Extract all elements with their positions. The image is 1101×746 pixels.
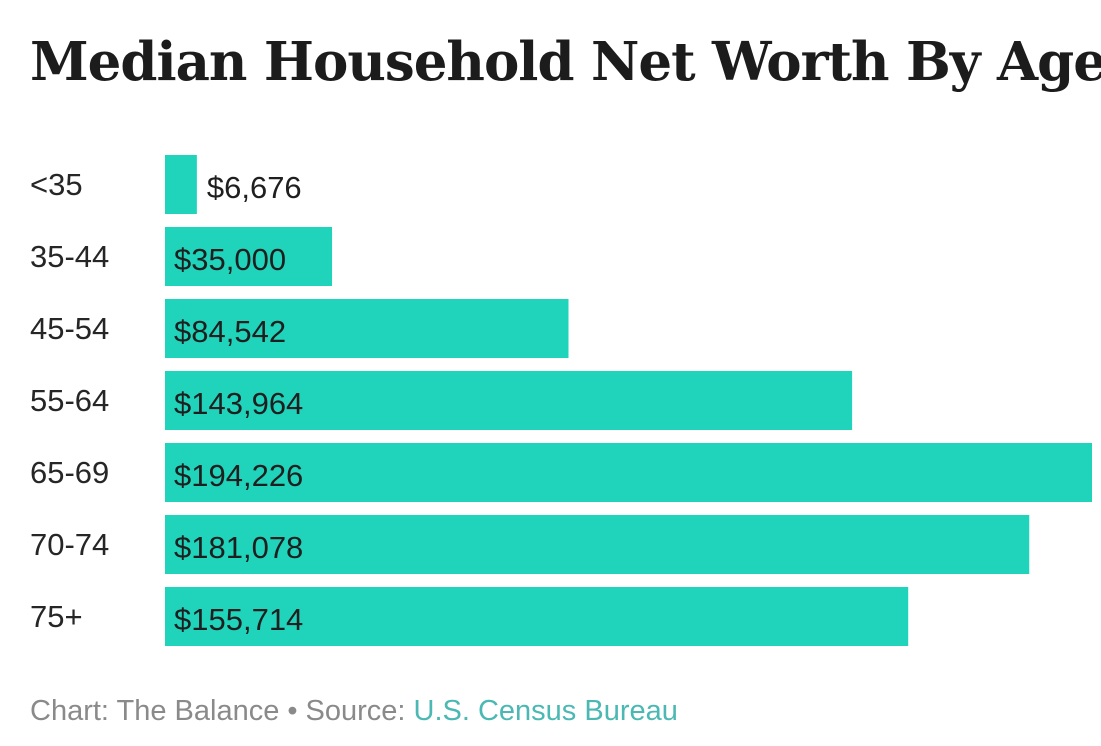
chart-title: Median Household Net Worth By Age bbox=[30, 31, 1101, 93]
value-label: $143,964 bbox=[174, 386, 303, 421]
category-label: <35 bbox=[30, 167, 83, 202]
bar bbox=[165, 587, 909, 646]
category-label: 75+ bbox=[30, 599, 83, 634]
value-label: $84,542 bbox=[174, 314, 286, 349]
bar bbox=[165, 227, 333, 286]
category-label: 45-54 bbox=[30, 311, 109, 346]
footer-separator: • bbox=[287, 695, 298, 727]
bar bbox=[165, 299, 569, 358]
source-prefix: Source: bbox=[305, 695, 406, 727]
chart-footer: Chart: The Balance • Source: U.S. Census B… bbox=[30, 690, 678, 732]
category-label: 70-74 bbox=[30, 527, 109, 562]
value-label: $194,226 bbox=[174, 458, 303, 493]
value-label: $35,000 bbox=[174, 242, 286, 277]
bar bbox=[165, 515, 1030, 574]
category-label: 55-64 bbox=[30, 383, 109, 418]
bar bbox=[165, 371, 853, 430]
source-link[interactable]: U.S. Census Bureau bbox=[413, 695, 678, 727]
category-label: 65-69 bbox=[30, 455, 109, 490]
value-label: $181,078 bbox=[174, 530, 303, 565]
value-label: $6,676 bbox=[207, 170, 302, 205]
chart-credit: Chart: The Balance bbox=[30, 695, 280, 727]
bar bbox=[165, 443, 1092, 502]
value-label: $155,714 bbox=[174, 602, 303, 637]
category-label: 35-44 bbox=[30, 239, 109, 274]
bar bbox=[165, 155, 197, 214]
